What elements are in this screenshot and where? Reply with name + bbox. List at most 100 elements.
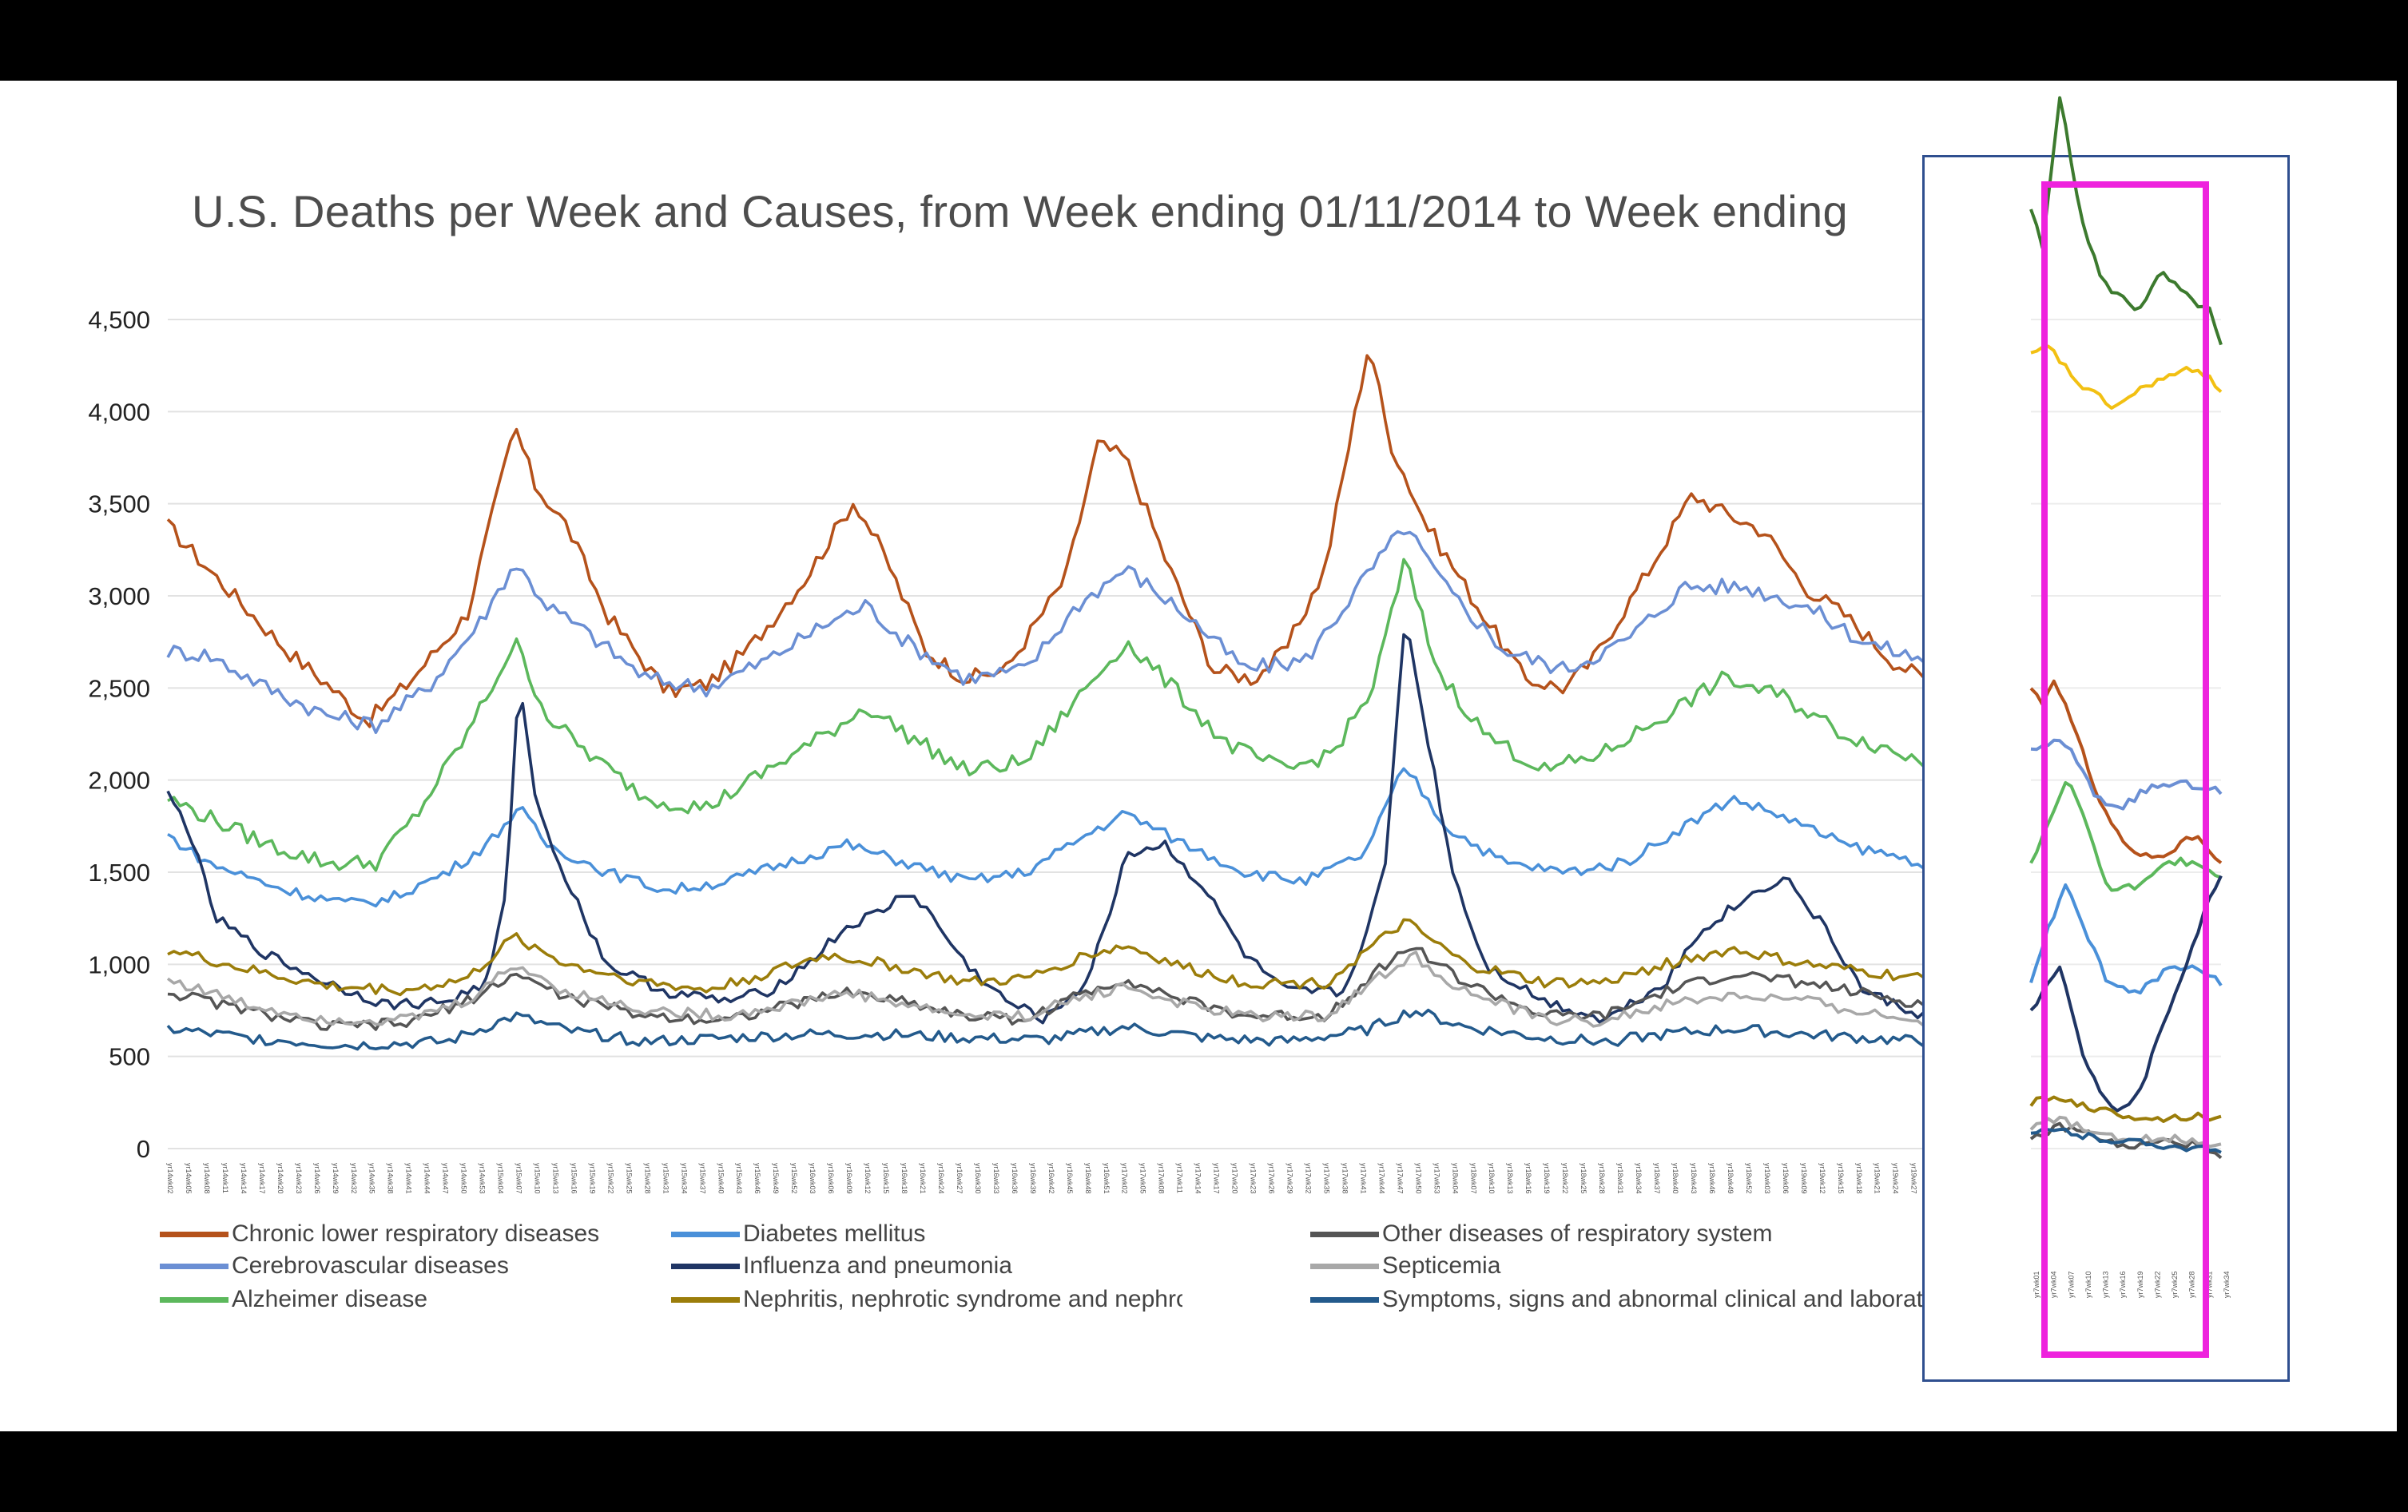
x-tick-label: yr17wk02 — [1121, 1163, 1129, 1194]
x-tick-label: yr16wk48 — [1084, 1163, 1092, 1194]
x-tick-label: yr19wk21 — [1874, 1163, 1881, 1194]
legend-swatch — [160, 1231, 228, 1237]
inset-x-tick-label: yr7wk22 — [2153, 1271, 2161, 1298]
x-tick-label: yr16wk36 — [1011, 1163, 1019, 1194]
x-tick-label: yr15wk40 — [717, 1163, 725, 1194]
x-tick-label: yr15wk49 — [772, 1163, 780, 1194]
x-tick-label: yr16wk12 — [864, 1163, 872, 1194]
x-tick-label: yr16wk09 — [845, 1163, 853, 1194]
series-line — [167, 767, 1925, 908]
x-tick-label: yr16wk03 — [809, 1163, 817, 1194]
series-line — [166, 354, 1925, 728]
series-line — [167, 558, 1925, 872]
legend-swatch — [671, 1296, 740, 1303]
x-tick-label: yr17wk05 — [1139, 1163, 1147, 1194]
x-tick-label: yr16wk15 — [882, 1163, 890, 1194]
x-tick-label: yr17wk29 — [1286, 1163, 1294, 1194]
x-tick-label: yr17wk35 — [1322, 1163, 1330, 1194]
legend-item: Alzheimer disease — [160, 1284, 671, 1316]
x-tick-label: yr14wk53 — [479, 1163, 487, 1194]
series-line — [166, 633, 1925, 1025]
x-tick-label: yr14wk44 — [423, 1163, 431, 1194]
x-tick-label: yr17wk08 — [1158, 1163, 1166, 1194]
x-tick-label: yr18wk43 — [1690, 1163, 1698, 1194]
x-tick-label: yr14wk05 — [185, 1163, 193, 1194]
x-tick-label: yr14wk14 — [240, 1163, 248, 1194]
legend-label: Cerebrovascular diseases — [232, 1252, 509, 1279]
inset-series-line — [2029, 1121, 2223, 1160]
legend-swatch — [1310, 1263, 1379, 1269]
x-tick-label: yr18wk16 — [1524, 1163, 1532, 1194]
x-tick-label: yr15wk04 — [497, 1163, 505, 1194]
x-tick-label: yr15wk10 — [534, 1163, 542, 1194]
inset-x-tick-label: yr7wk01 — [2032, 1271, 2040, 1298]
y-tick-label: 1,000 — [88, 950, 150, 978]
x-tick-label: yr14wk38 — [387, 1163, 395, 1194]
x-tick-label: yr16wk27 — [956, 1163, 964, 1194]
legend-item: Chronic lower respiratory diseases — [160, 1218, 671, 1250]
x-tick-label: yr18wk07 — [1469, 1163, 1477, 1194]
x-tick-label: yr14wk35 — [368, 1163, 376, 1194]
x-tick-label: yr17wk32 — [1304, 1163, 1312, 1194]
x-tick-label: yr16wk45 — [1066, 1163, 1074, 1194]
chart-legend: Chronic lower respiratory diseases Cerebr… — [160, 1218, 1925, 1322]
x-tick-label: yr17wk47 — [1396, 1163, 1404, 1194]
x-tick-label: yr19wk12 — [1818, 1163, 1826, 1194]
legend-item: Nephritis, nephrotic syndrome and nephro… — [671, 1284, 1182, 1316]
x-tick-label: yr14wk20 — [276, 1163, 284, 1194]
series-line — [166, 530, 1925, 734]
inset-x-tick-label: yr7wk07 — [2067, 1271, 2075, 1298]
letterbox-right — [2397, 0, 2408, 1512]
legend-item: Cerebrovascular diseases — [160, 1250, 671, 1282]
legend-swatch — [671, 1231, 740, 1237]
x-tick-label: yr17wk23 — [1250, 1163, 1258, 1194]
x-tick-label: yr17wk44 — [1377, 1163, 1385, 1194]
x-tick-label: yr18wk52 — [1745, 1163, 1753, 1194]
x-tick-label: yr15wk16 — [570, 1163, 578, 1194]
x-tick-label: yr18wk40 — [1671, 1163, 1679, 1194]
x-tick-label: yr17wk11 — [1176, 1163, 1184, 1193]
x-tick-label: yr16wk21 — [919, 1163, 927, 1194]
y-tick-label: 3,000 — [88, 582, 150, 610]
legend-item: Other diseases of respiratory system — [1310, 1218, 1925, 1250]
legend-label: Diabetes mellitus — [743, 1220, 926, 1247]
x-tick-label: yr15wk22 — [606, 1163, 614, 1194]
legend-swatch — [1310, 1231, 1379, 1237]
inset-x-tick-label: yr7wk19 — [2136, 1271, 2144, 1298]
inset-x-tick-label: yr7wk34 — [2223, 1271, 2231, 1298]
y-tick-label: 0 — [137, 1135, 150, 1163]
x-tick-label: yr19wk15 — [1837, 1163, 1845, 1194]
legend-item: Symptoms, signs and abnormal clinical an… — [1310, 1284, 1925, 1316]
inset-x-tick-label: yr7wk04 — [2050, 1271, 2058, 1298]
y-tick-label: 2,000 — [88, 767, 150, 795]
x-tick-label: yr14wk08 — [203, 1163, 211, 1194]
y-tick-label: 4,000 — [88, 398, 150, 426]
inset-series-line — [2030, 738, 2223, 811]
x-tick-label: yr14wk26 — [313, 1163, 321, 1194]
x-tick-label: yr14wk23 — [295, 1163, 303, 1194]
inset-series-line — [2029, 883, 2223, 995]
x-tick-label: yr19wk03 — [1763, 1163, 1771, 1194]
x-tick-label: yr15wk31 — [662, 1163, 670, 1194]
legend-label: Symptoms, signs and abnormal clinical an… — [1382, 1286, 1925, 1312]
x-tick-label: yr15wk13 — [551, 1163, 559, 1194]
legend-label: Influenza and pneumonia — [743, 1252, 1012, 1279]
x-tick-label: yr18wk46 — [1708, 1163, 1716, 1194]
inset-x-tick-label: yr7wk13 — [2102, 1271, 2110, 1298]
x-tick-label: yr14wk29 — [332, 1163, 340, 1194]
x-tick-label: yr19wk18 — [1855, 1163, 1863, 1194]
inset-series-line — [2030, 344, 2223, 410]
letterbox-top — [0, 0, 2408, 81]
legend-label: Chronic lower respiratory diseases — [232, 1220, 600, 1247]
inset-series-line — [2029, 96, 2223, 346]
x-tick-label: yr14wk02 — [166, 1163, 174, 1194]
x-tick-label: yr17wk26 — [1268, 1163, 1276, 1194]
x-tick-label: yr16wk24 — [937, 1163, 945, 1194]
x-tick-label: yr17wk38 — [1341, 1163, 1349, 1194]
x-tick-label: yr19wk06 — [1782, 1163, 1790, 1194]
x-tick-label: yr17wk14 — [1194, 1163, 1202, 1194]
x-tick-label: yr15wk43 — [735, 1163, 743, 1194]
x-tick-label: yr15wk07 — [515, 1163, 523, 1194]
chart-title: U.S. Deaths per Week and Causes, from We… — [192, 186, 1848, 236]
y-tick-label: 3,500 — [88, 490, 150, 518]
